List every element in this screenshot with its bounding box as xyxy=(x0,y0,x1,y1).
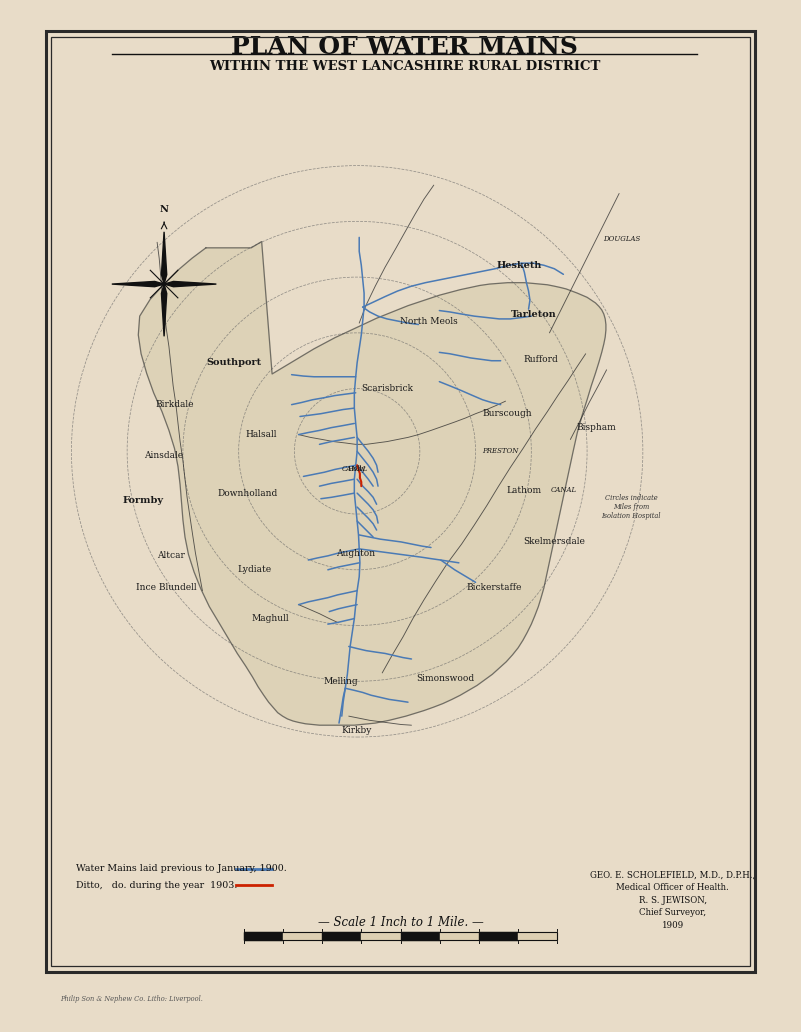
Text: PLAN OF WATER MAINS: PLAN OF WATER MAINS xyxy=(231,35,578,59)
Text: Aughton: Aughton xyxy=(336,549,376,557)
Text: Water Mains laid previous to January, 1900.: Water Mains laid previous to January, 19… xyxy=(76,865,287,873)
Text: Lathom: Lathom xyxy=(507,486,542,495)
Text: CANAL: CANAL xyxy=(341,465,368,474)
Text: DOUGLAS: DOUGLAS xyxy=(603,235,641,244)
Text: Scarisbrick: Scarisbrick xyxy=(361,384,413,393)
Text: N: N xyxy=(159,205,168,215)
Text: Southport: Southport xyxy=(206,358,261,367)
Text: Formby: Formby xyxy=(123,495,163,505)
Text: North Meols: North Meols xyxy=(400,317,457,325)
Text: 1909: 1909 xyxy=(662,921,684,930)
Text: Skelmersdale: Skelmersdale xyxy=(523,538,586,546)
Text: Rufford: Rufford xyxy=(523,355,557,364)
Text: Ince Blundell: Ince Blundell xyxy=(136,583,196,592)
Text: Hesketh: Hesketh xyxy=(497,261,542,269)
Text: Bickerstaffe: Bickerstaffe xyxy=(466,583,521,592)
Text: Halsall: Halsall xyxy=(246,430,277,439)
Text: Burscough: Burscough xyxy=(483,410,533,418)
Text: — Scale 1 Inch to 1 Mile. —: — Scale 1 Inch to 1 Mile. — xyxy=(318,916,483,929)
Text: Chief Surveyor,: Chief Surveyor, xyxy=(639,908,706,917)
Text: Medical Officer of Health.: Medical Officer of Health. xyxy=(617,882,729,892)
Text: CANAL: CANAL xyxy=(550,486,577,494)
Text: PRESTON: PRESTON xyxy=(482,447,519,455)
Text: Melling: Melling xyxy=(323,677,358,686)
Polygon shape xyxy=(139,241,606,725)
Text: Simonswood: Simonswood xyxy=(416,674,474,683)
Text: Downholland: Downholland xyxy=(218,488,278,497)
Text: Kirkby: Kirkby xyxy=(342,725,372,735)
Text: GEO. E. SCHOLEFIELD, M.D., D.P.H.,: GEO. E. SCHOLEFIELD, M.D., D.P.H., xyxy=(590,870,755,879)
Text: WITHIN THE WEST LANCASHIRE RURAL DISTRICT: WITHIN THE WEST LANCASHIRE RURAL DISTRIC… xyxy=(209,60,600,73)
Text: Bispham: Bispham xyxy=(576,423,616,432)
Text: Lydiate: Lydiate xyxy=(238,566,272,574)
Text: Philip Son & Nephew Co. Litho: Liverpool.: Philip Son & Nephew Co. Litho: Liverpool… xyxy=(60,995,203,1003)
Text: Ditto,   do. during the year  1903.: Ditto, do. during the year 1903. xyxy=(76,881,237,890)
Polygon shape xyxy=(112,282,164,287)
Text: Holly: Holly xyxy=(348,465,366,474)
Polygon shape xyxy=(162,284,167,336)
Polygon shape xyxy=(164,282,216,287)
Text: Ainsdale: Ainsdale xyxy=(144,451,183,460)
Text: Birkdale: Birkdale xyxy=(155,400,194,409)
Text: Tarleton: Tarleton xyxy=(510,310,557,319)
Text: Maghull: Maghull xyxy=(252,614,289,623)
Polygon shape xyxy=(162,232,167,284)
Text: Circles indicate
Miles from
Isolation Hospital: Circles indicate Miles from Isolation Ho… xyxy=(602,494,661,520)
Text: R. S. JEWISON,: R. S. JEWISON, xyxy=(638,896,707,905)
Text: Altcar: Altcar xyxy=(157,551,185,560)
